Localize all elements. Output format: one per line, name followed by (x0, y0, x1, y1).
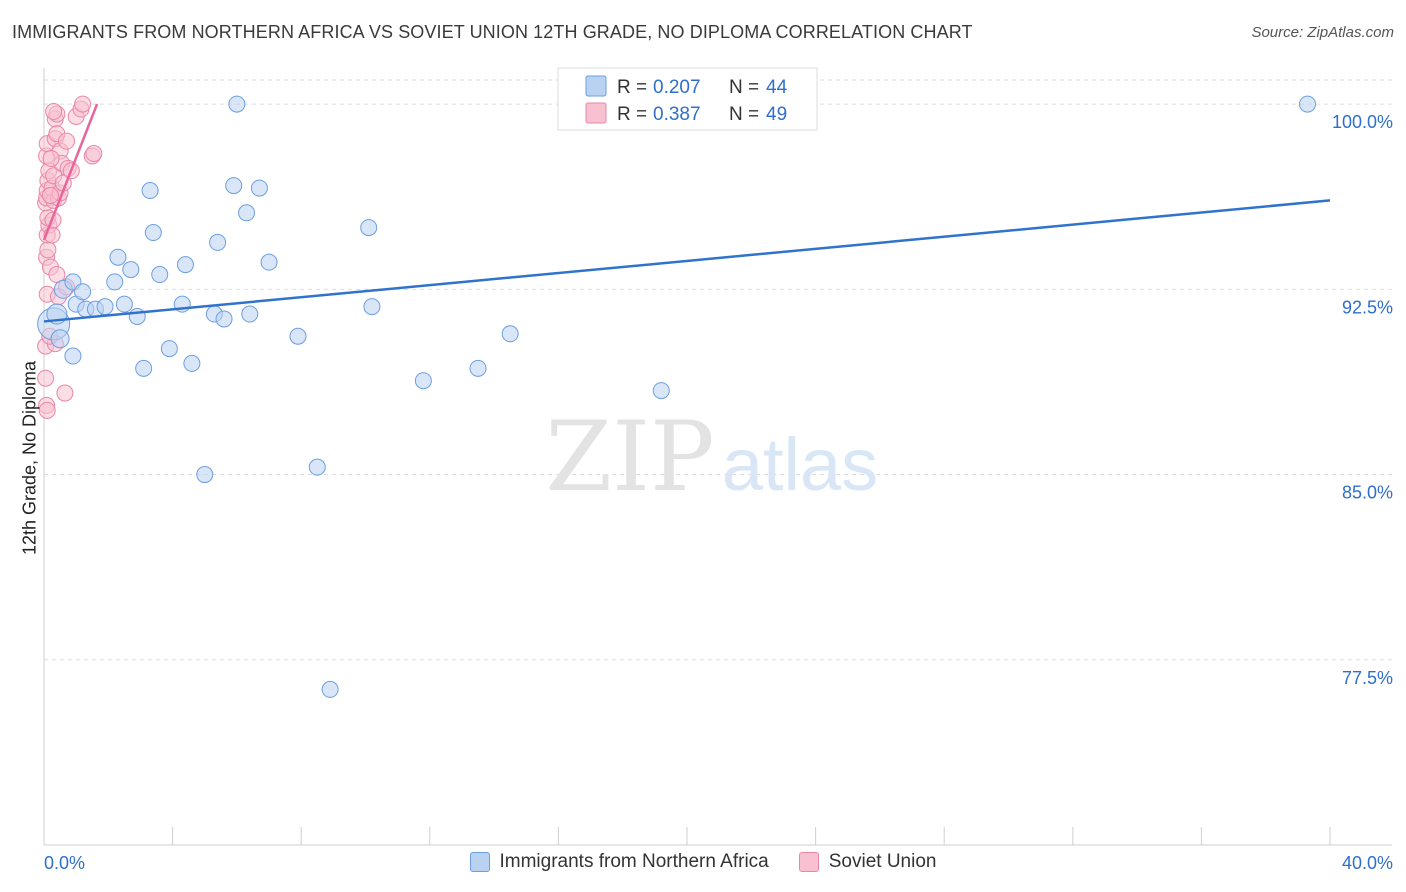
point-soviet-union (39, 241, 57, 259)
point-soviet-union (45, 103, 63, 121)
point-northern-africa (260, 253, 278, 271)
point-northern-africa (74, 283, 92, 301)
legend-n-label-pink: N = (729, 104, 759, 125)
legend-r-value-pink: 0.387 (653, 104, 701, 125)
point-northern-africa (225, 177, 243, 195)
legend-bottom: Immigrants from Northern Africa Soviet U… (0, 851, 1406, 873)
point-northern-africa (1298, 95, 1316, 113)
legend-r-label-pink: R = (617, 104, 647, 125)
legend-swatch-northern-africa (469, 852, 490, 872)
legend-n-value-blue: 44 (766, 77, 788, 98)
point-northern-africa (469, 359, 487, 377)
point-soviet-union (85, 144, 103, 162)
point-northern-africa (122, 261, 140, 279)
point-northern-africa (308, 458, 326, 476)
legend-label-northern-africa: Immigrants from Northern Africa (499, 851, 769, 872)
chart-title: IMMIGRANTS FROM NORTHERN AFRICA VS SOVIE… (12, 22, 973, 42)
point-northern-africa (115, 295, 133, 313)
point-northern-africa (96, 298, 114, 316)
point-northern-africa (106, 273, 124, 291)
legend-r-value-blue: 0.207 (653, 77, 701, 98)
y-tick-label: 92.5% (1342, 297, 1393, 317)
point-northern-africa (360, 219, 378, 237)
legend-top: R = 0.207 N = 44 R = 0.387 N = 49 (557, 67, 818, 131)
legend-swatch-pink (585, 102, 607, 124)
grid (44, 79, 1392, 661)
point-northern-africa (241, 305, 259, 323)
trend-lines (42, 103, 1331, 323)
point-northern-africa (160, 340, 178, 358)
legend-r-label-blue: R = (617, 77, 647, 98)
watermark: ZIP atlas (545, 401, 878, 513)
legend-n-value-pink: 49 (766, 104, 787, 125)
trend-line-soviet-union (42, 103, 99, 241)
watermark-atlas: atlas (722, 423, 878, 506)
point-northern-africa (144, 224, 162, 242)
point-northern-africa (250, 179, 268, 197)
watermark-zip: ZIP (545, 401, 714, 513)
point-northern-africa (215, 310, 233, 328)
y-tick-label: 85.0% (1342, 483, 1393, 503)
legend-label-soviet-union: Soviet Union (828, 851, 937, 872)
point-northern-africa (238, 204, 256, 222)
point-northern-africa (363, 298, 381, 316)
legend-swatch-soviet-union (798, 852, 819, 872)
legend-n-label-blue: N = (729, 77, 759, 98)
legend-item-northern-africa: Immigrants from Northern Africa (469, 851, 769, 873)
tick-labels: 77.5% 85.0% 92.5% 100.0% 0.0% 40.0% (44, 112, 1393, 873)
point-northern-africa (176, 256, 194, 274)
point-northern-africa (50, 329, 70, 349)
point-northern-africa (228, 95, 246, 113)
trend-line-northern-africa (43, 199, 1331, 323)
source-label: Source: ZipAtlas.com (1251, 24, 1394, 41)
point-northern-africa (64, 347, 82, 365)
point-soviet-union (56, 384, 74, 402)
point-northern-africa (141, 182, 159, 200)
point-northern-africa (652, 382, 670, 400)
point-northern-africa (196, 466, 214, 484)
point-soviet-union (37, 369, 55, 387)
point-northern-africa (151, 266, 169, 284)
x-tick-label-min: 0.0% (44, 853, 85, 873)
point-soviet-union (38, 401, 56, 419)
legend-item-soviet-union: Soviet Union (798, 851, 937, 873)
y-tick-label: 100.0% (1332, 112, 1393, 132)
y-axis-label: 12th Grade, No Diploma (19, 360, 40, 556)
point-northern-africa (135, 359, 153, 377)
series-soviet-union (37, 95, 103, 419)
axes (43, 68, 1392, 846)
point-northern-africa (109, 248, 127, 266)
series-northern-africa (37, 95, 1316, 698)
point-northern-africa (501, 325, 519, 343)
point-soviet-union (41, 186, 59, 204)
legend-swatch-blue (585, 75, 607, 97)
y-tick-label: 77.5% (1342, 668, 1393, 688)
point-northern-africa (321, 680, 339, 698)
point-soviet-union (42, 149, 60, 167)
point-soviet-union (58, 132, 76, 150)
point-northern-africa (183, 354, 201, 372)
point-northern-africa (209, 233, 227, 251)
point-northern-africa (289, 327, 307, 345)
x-tick-label-max: 40.0% (1342, 853, 1393, 873)
point-northern-africa (414, 372, 432, 390)
point-soviet-union (74, 95, 92, 113)
